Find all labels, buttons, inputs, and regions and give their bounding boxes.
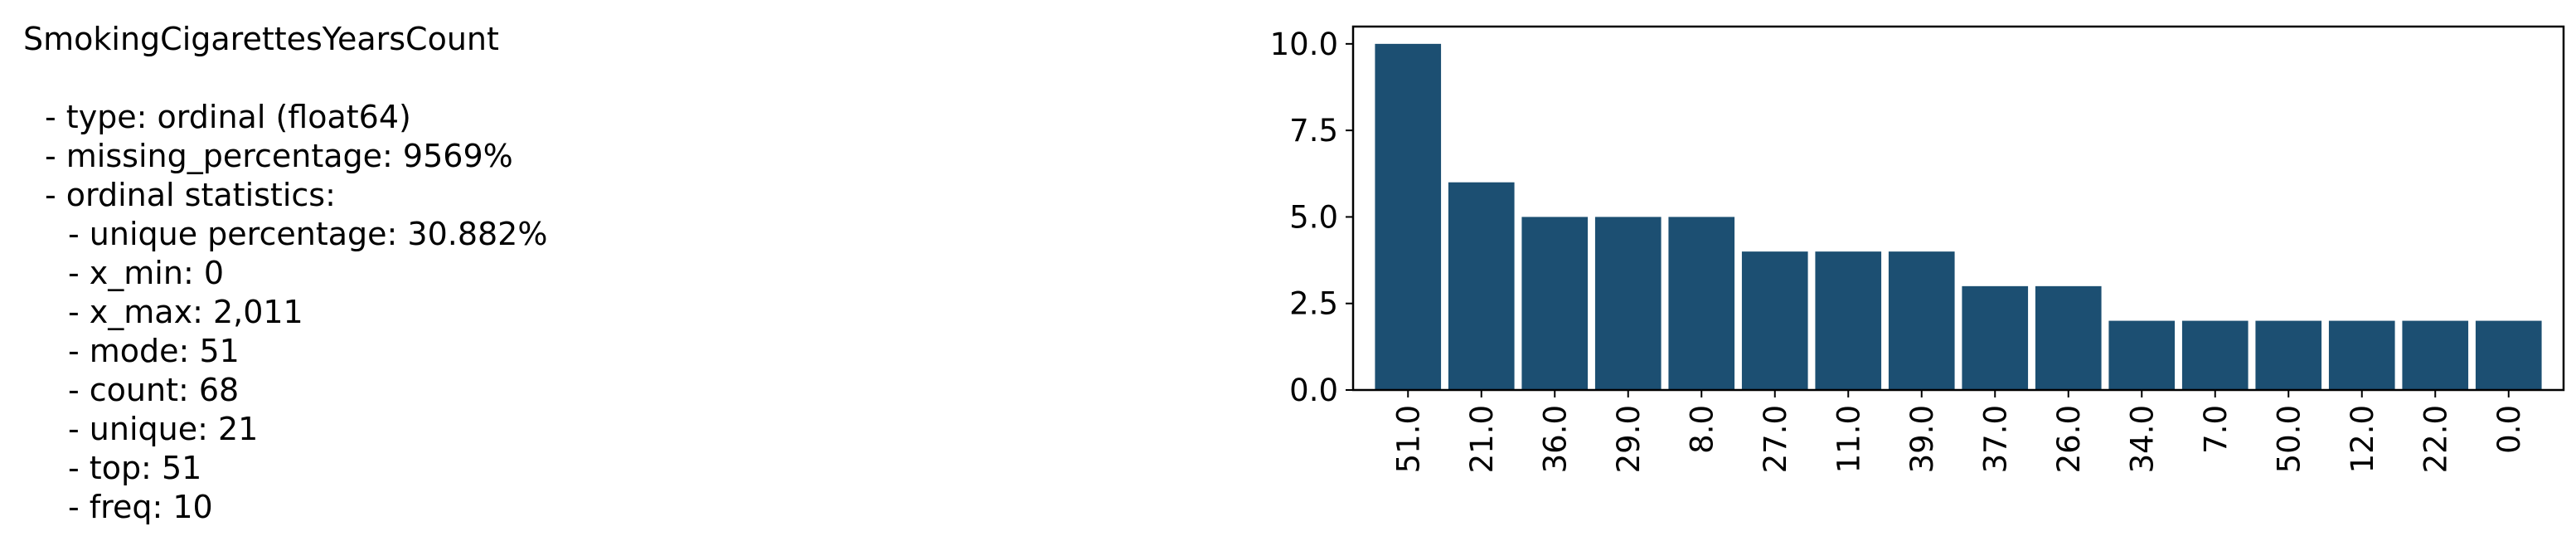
statistics-panel: SmokingCigarettesYearsCount - type: ordin… xyxy=(23,20,547,527)
x-tick-label: 22.0 xyxy=(2418,405,2453,473)
x-tick-label: 26.0 xyxy=(2051,405,2087,473)
x-tick-label: 11.0 xyxy=(1831,405,1866,473)
bar-21.0 xyxy=(1448,182,1515,390)
x-tick-label: 50.0 xyxy=(2271,405,2307,473)
y-axis: 0.0 2.5 5.0 7.5 10.0 xyxy=(1270,27,1353,408)
y-tick-label: 2.5 xyxy=(1289,286,1338,322)
stat-type: - type: ordinal (float64) xyxy=(45,99,411,135)
x-tick-label: 29.0 xyxy=(1611,405,1647,473)
bar-26.0 xyxy=(2035,285,2102,390)
x-axis: 51.0 21.0 36.0 29.0 8.0 27.0 11.0 39.0 37.0 26.0 3… xyxy=(1390,390,2527,473)
stat-missing-percentage: - missing_percentage: 9569% xyxy=(45,138,513,174)
plot-frame xyxy=(1351,25,2565,392)
stat-top: - top: 51 xyxy=(68,450,202,486)
y-tick-label: 7.5 xyxy=(1289,113,1338,149)
x-tick-label: 37.0 xyxy=(1977,405,2013,473)
x-tick-label: 12.0 xyxy=(2345,405,2380,473)
x-tick-label: 34.0 xyxy=(2124,405,2160,473)
bar-50.0 xyxy=(2255,320,2322,390)
bar-29.0 xyxy=(1594,217,1662,390)
x-tick-label: 51.0 xyxy=(1390,405,1426,473)
bar-8.0 xyxy=(1668,217,1735,390)
x-tick-label: 27.0 xyxy=(1758,405,1793,473)
x-tick-label: 21.0 xyxy=(1464,405,1500,473)
bar-34.0 xyxy=(2108,320,2176,390)
x-tick-label: 7.0 xyxy=(2198,405,2234,454)
x-tick-label: 39.0 xyxy=(1904,405,1940,473)
y-tick-label: 5.0 xyxy=(1289,199,1338,235)
stat-mode: - mode: 51 xyxy=(68,333,240,369)
bars-group xyxy=(1375,43,2542,390)
stat-freq: - freq: 10 xyxy=(68,489,213,525)
variable-name: SmokingCigarettesYearsCount xyxy=(23,21,499,57)
x-tick-label: 36.0 xyxy=(1537,405,1573,473)
stat-unique: - unique: 21 xyxy=(68,411,259,447)
bar-37.0 xyxy=(1962,285,2029,390)
bar-22.0 xyxy=(2402,320,2469,390)
y-tick-label: 10.0 xyxy=(1270,27,1338,62)
bar-12.0 xyxy=(2328,320,2395,390)
bar-39.0 xyxy=(1888,251,1955,390)
bar-11.0 xyxy=(1815,251,1882,390)
stat-ordinal-header: - ordinal statistics: xyxy=(45,177,336,213)
x-tick-label: 8.0 xyxy=(1684,405,1720,454)
bar-51.0 xyxy=(1375,43,1442,390)
stat-x-min: - x_min: 0 xyxy=(68,255,224,291)
stat-count: - count: 68 xyxy=(68,372,240,408)
stat-x-max: - x_max: 2,011 xyxy=(68,294,303,330)
bar-7.0 xyxy=(2181,320,2249,390)
y-tick-label: 0.0 xyxy=(1289,373,1338,408)
bar-27.0 xyxy=(1741,251,1808,390)
bar-0.0 xyxy=(2475,320,2542,390)
x-tick-label: 0.0 xyxy=(2491,405,2527,454)
stat-unique-percentage: - unique percentage: 30.882% xyxy=(68,216,548,252)
bar-36.0 xyxy=(1521,217,1589,390)
